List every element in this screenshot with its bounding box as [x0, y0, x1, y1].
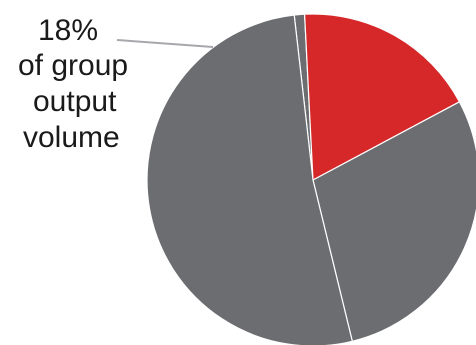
callout-text-line-2: output	[33, 85, 117, 118]
pie-slice-2	[303, 13, 461, 181]
callout-text-line-3: volume	[23, 121, 120, 154]
callout-value-label: 18%	[38, 14, 99, 47]
pie-slice-3	[312, 100, 476, 343]
pie-slice-4	[146, 14, 354, 345]
callout-text-line-1: of group	[18, 49, 129, 82]
callout-leader-line	[116, 39, 214, 48]
